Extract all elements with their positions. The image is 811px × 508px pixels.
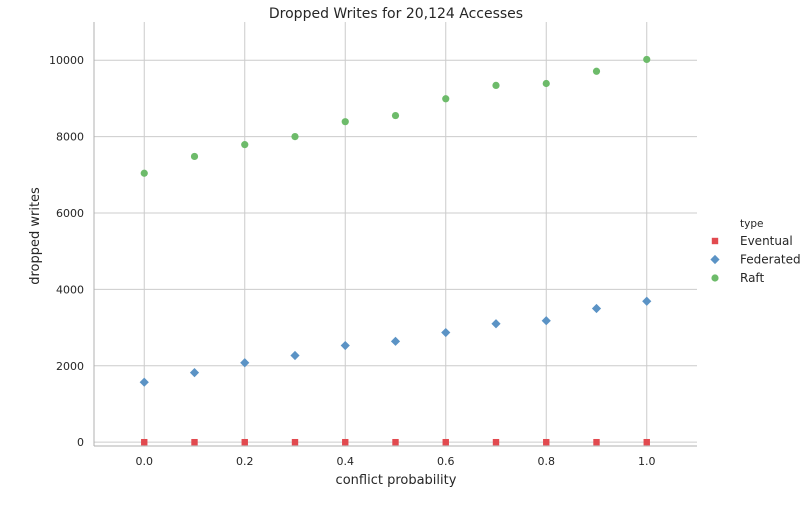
raft-point (341, 118, 349, 126)
legend-marker-federated (710, 254, 720, 265)
eventual-point (392, 438, 399, 446)
raft-point (643, 55, 651, 64)
series-raft (140, 55, 651, 177)
y-tick-label: 4000 (56, 283, 84, 296)
x-tick-label: 1.0 (638, 455, 656, 468)
x-tick-label: 0.8 (538, 455, 556, 468)
federated-point (591, 303, 602, 314)
legend-item-raft: Raft (711, 271, 764, 285)
legend-label-federated: Federated (740, 253, 801, 267)
eventual-point (342, 438, 349, 446)
eventual-point (543, 438, 550, 446)
x-tick-label: 0.6 (437, 455, 455, 468)
y-tick-label: 8000 (56, 131, 84, 144)
raft-point (140, 169, 148, 177)
legend-item-eventual: Eventual (711, 234, 793, 248)
federated-point (240, 358, 250, 368)
raft-point (442, 95, 450, 103)
data-points (139, 55, 652, 446)
eventual-point (492, 438, 500, 446)
raft-point (241, 141, 249, 149)
federated-point (541, 316, 551, 326)
eventual-point (643, 438, 650, 446)
federated-point (139, 377, 149, 387)
y-tick-label: 10000 (49, 54, 84, 67)
federated-point (390, 336, 401, 346)
y-tick-label: 0 (77, 436, 84, 449)
y-axis-label: dropped writes (28, 187, 43, 285)
eventual-point (141, 438, 148, 446)
federated-point (189, 368, 200, 378)
federated-point (491, 319, 501, 329)
legend: type Eventual Federated Raft (710, 218, 801, 285)
raft-point (492, 81, 500, 90)
eventual-point (593, 438, 600, 446)
eventual-point (291, 438, 299, 446)
axes: 0.0 0.2 0.4 0.6 0.8 1.0 0 2000 4000 6000 8000 10000 (49, 22, 697, 468)
raft-point (542, 79, 550, 88)
legend-marker-raft (711, 274, 719, 282)
x-tick-label: 0.0 (136, 455, 154, 468)
eventual-point (191, 438, 198, 446)
legend-label-eventual: Eventual (740, 234, 793, 248)
y-tick-label: 2000 (56, 360, 84, 373)
legend-title: type (740, 218, 763, 230)
grid-lines (94, 22, 697, 446)
raft-point (190, 152, 199, 161)
legend-marker-eventual (711, 237, 719, 245)
legend-item-federated: Federated (710, 253, 801, 267)
federated-point (340, 340, 350, 351)
eventual-point (442, 438, 449, 446)
raft-point (592, 67, 601, 75)
federated-point (290, 350, 300, 361)
eventual-point (241, 438, 248, 446)
x-tick-label: 0.2 (236, 455, 254, 468)
chart-text: Dropped Writes for 20,124 Accesses confl… (28, 6, 523, 488)
raft-point (391, 111, 400, 120)
federated-point (642, 296, 652, 306)
series-federated (139, 296, 652, 387)
x-tick-label: 0.4 (337, 455, 355, 468)
x-axis-label: conflict probability (336, 473, 457, 488)
series-eventual (141, 438, 650, 446)
federated-point (441, 327, 451, 338)
raft-point (291, 132, 299, 141)
chart-title: Dropped Writes for 20,124 Accesses (269, 6, 523, 22)
legend-label-raft: Raft (740, 271, 764, 285)
y-tick-label: 6000 (56, 207, 84, 220)
